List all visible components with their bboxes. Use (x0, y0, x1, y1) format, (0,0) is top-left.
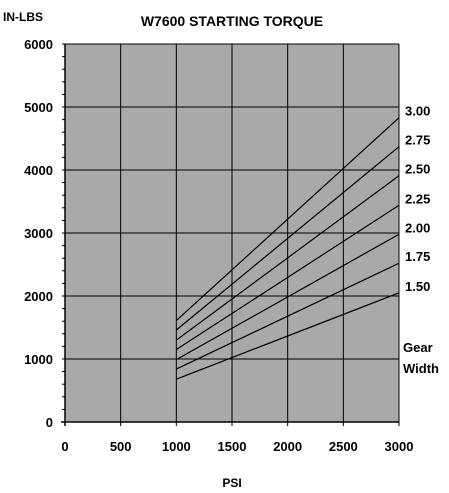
x-tick-label: 0 (61, 439, 68, 454)
chart-title: W7600 STARTING TORQUE (141, 13, 323, 29)
series-label: 1.75 (405, 249, 430, 264)
x-tick-label: 500 (110, 439, 132, 454)
series-label: 1.50 (405, 279, 430, 294)
series-line (176, 233, 400, 361)
series-label: 2.25 (405, 191, 430, 206)
x-tick-label: 2500 (329, 439, 358, 454)
x-tick-label: 3000 (385, 439, 414, 454)
y-axis-label: IN-LBS (3, 10, 43, 24)
series-line (176, 204, 400, 351)
series-line (175, 175, 400, 341)
legend-title-gear: Gear (403, 340, 433, 355)
y-tick-label: 3000 (24, 226, 53, 241)
x-tick-label: 1000 (162, 439, 191, 454)
series-label: 3.00 (405, 104, 430, 119)
series-label: 2.00 (405, 220, 430, 235)
series-line (175, 117, 400, 322)
series-label: 2.50 (405, 162, 430, 177)
y-tick-label: 5000 (24, 100, 53, 115)
y-tick-label: 2000 (24, 289, 53, 304)
series-line (176, 262, 400, 370)
x-axis-label: PSI (222, 476, 241, 490)
series-label: 2.75 (405, 133, 430, 148)
series-line (175, 146, 400, 331)
x-tick-label: 1500 (218, 439, 247, 454)
legend-title-width: Width (403, 361, 439, 376)
series-line (176, 292, 400, 380)
x-tick-label: 2000 (273, 439, 302, 454)
y-tick-label: 4000 (24, 163, 53, 178)
y-tick-label: 6000 (24, 37, 53, 52)
y-tick-label: 0 (46, 415, 53, 430)
y-tick-label: 1000 (24, 352, 53, 367)
